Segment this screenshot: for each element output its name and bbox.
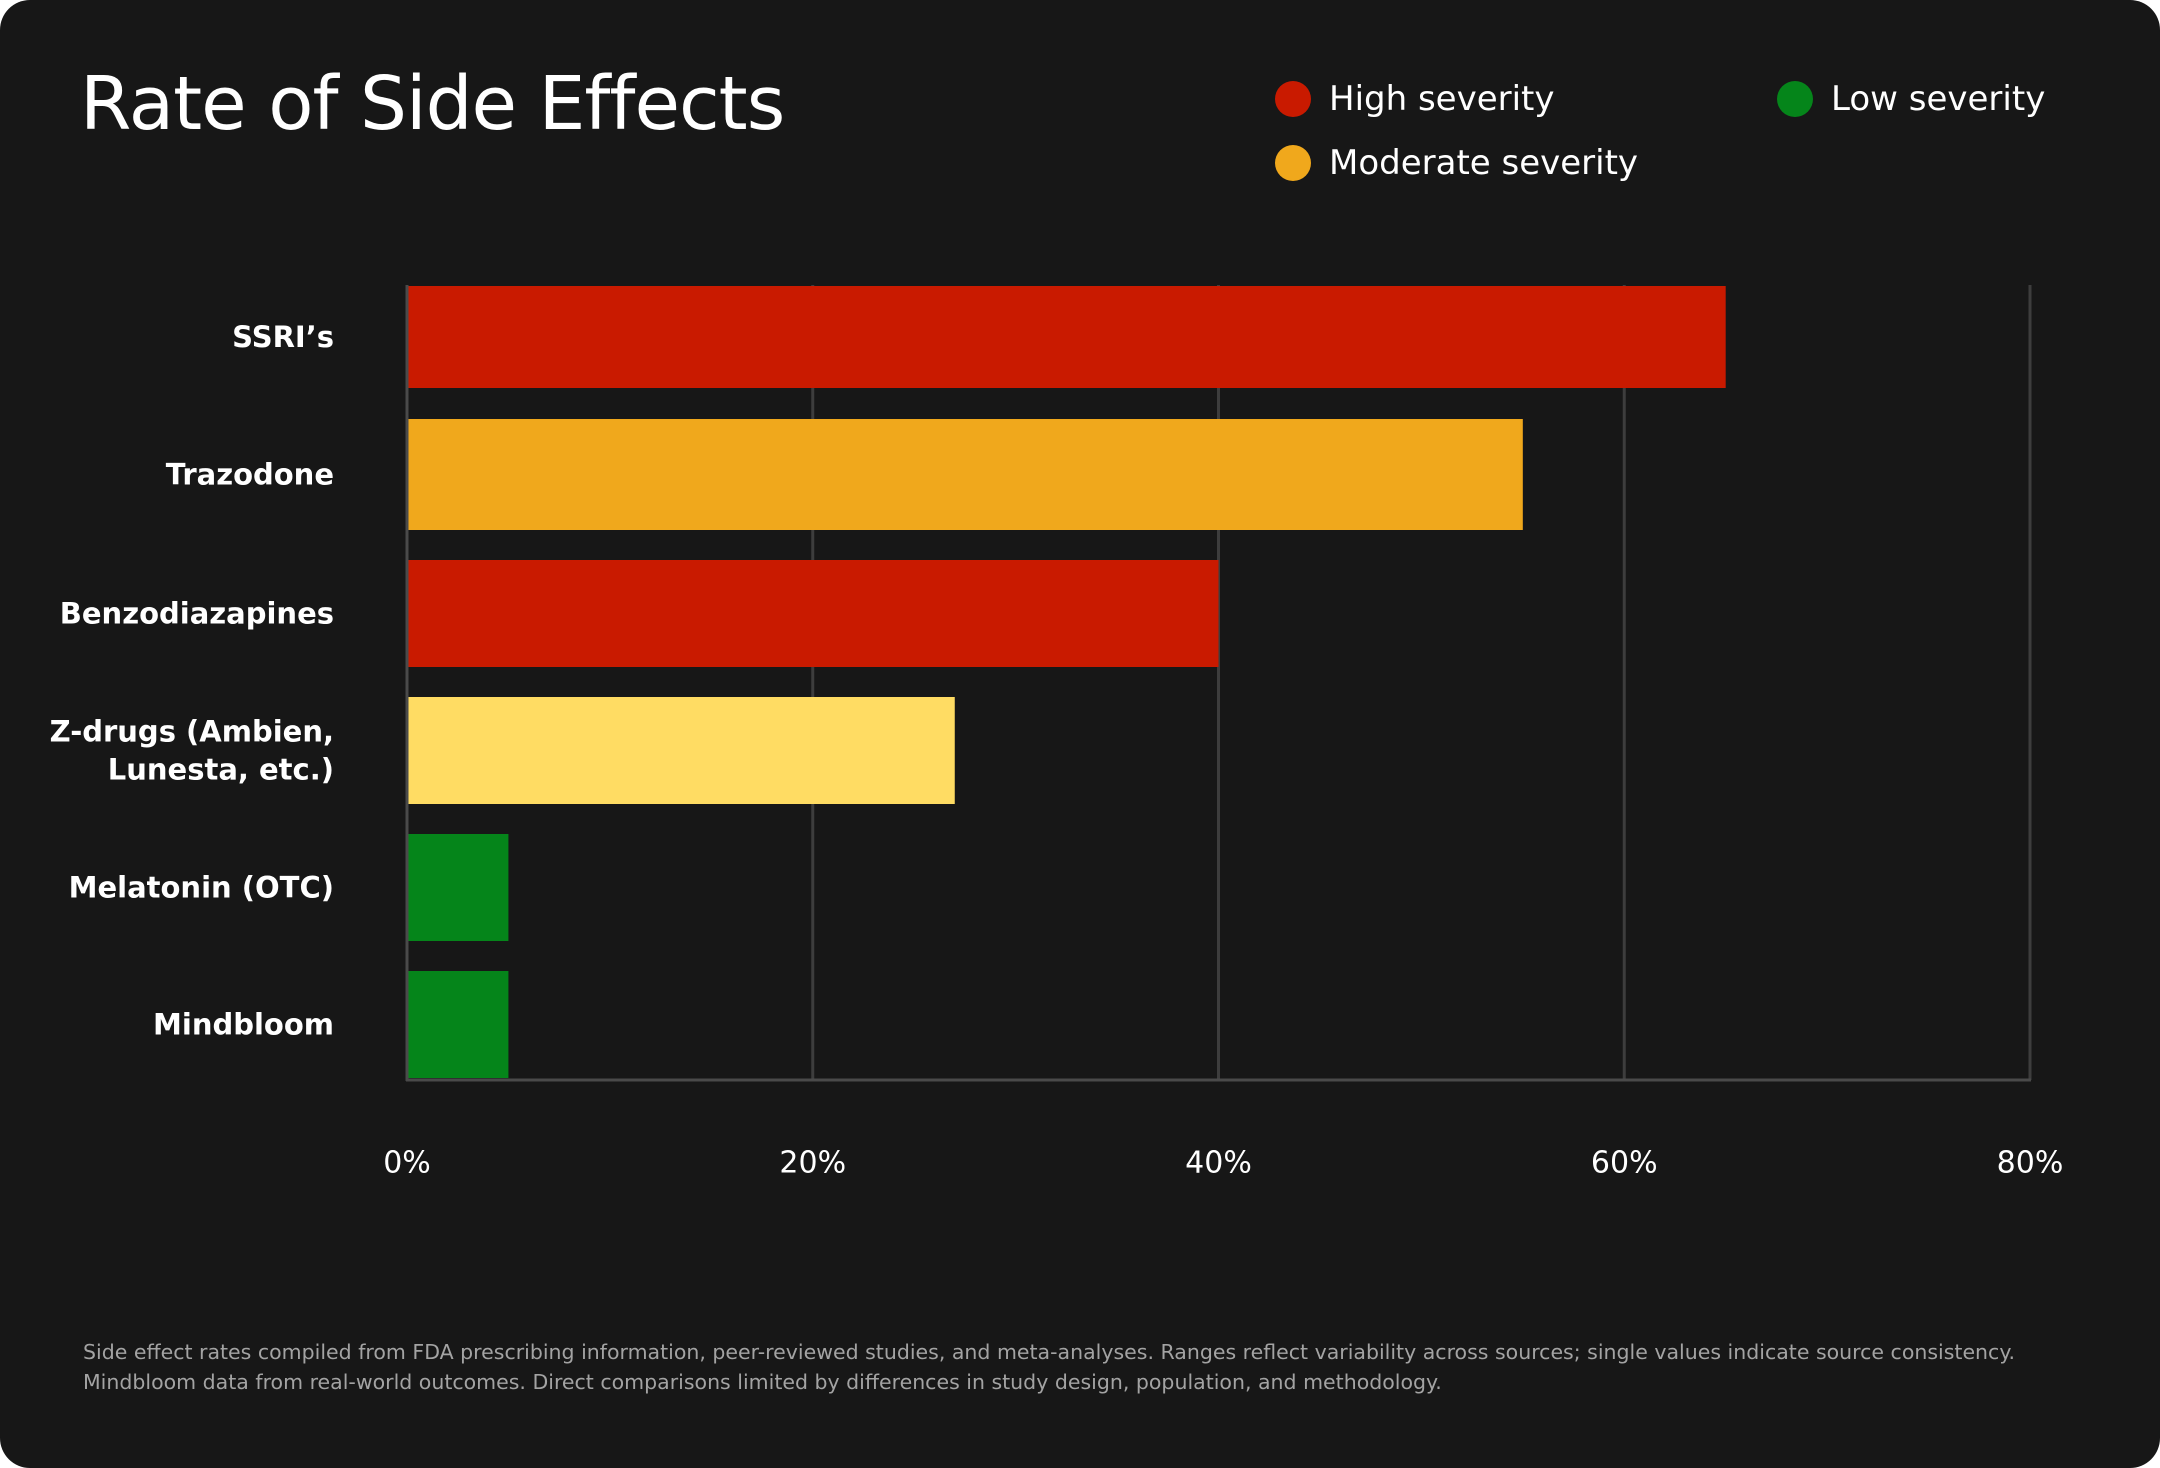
category-label-line: Z-drugs (Ambien, [50,715,334,749]
legend-item-low-severity: Low severity [1777,74,2045,124]
bar-2 [407,560,1219,667]
legend-dot-moderate-icon [1275,145,1311,181]
x-tick-label-2: 40% [1185,1146,1252,1181]
x-tick-label-1: 20% [779,1146,846,1181]
footnote: Side effect rates compiled from FDA pres… [83,1340,2016,1394]
axes [405,285,2031,1082]
category-labels: SSRI’s Trazodone Benzodiazapines Z-drugs (A… [50,320,334,1042]
bar-5 [407,971,509,1078]
grid-lines [811,285,2032,1080]
category-label-5: Mindbloom [153,1008,334,1042]
category-label-line: Melatonin (OTC) [69,871,334,905]
legend-label-low: Low severity [1831,79,2046,119]
category-label-1: Trazodone [166,458,334,492]
category-label-line: Lunesta, etc.) [108,753,334,787]
legend-dot-high-icon [1275,81,1311,117]
bars [407,286,1726,1078]
legend-label-moderate: Moderate severity [1329,143,1639,183]
bar-0 [407,286,1726,388]
x-tick-label-3: 60% [1591,1146,1658,1181]
x-tick-label-0: 0% [383,1146,431,1181]
category-label-line: Mindbloom [153,1008,334,1042]
legend-item-high-severity: High severity [1275,74,1555,124]
legend-item-moderate-severity: Moderate severity [1275,138,1638,188]
legend-label-high: High severity [1329,79,1555,119]
category-label-line: SSRI’s [232,320,334,354]
x-tick-labels: 0% 20% 40% 60% 80% [383,1146,2063,1181]
category-label-0: SSRI’s [232,320,334,354]
legend-dot-low-icon [1777,81,1813,117]
category-label-line: Benzodiazapines [60,597,334,631]
bar-4 [407,834,509,941]
bar-3 [407,697,955,804]
category-label-line: Trazodone [166,458,334,492]
category-label-2: Benzodiazapines [60,597,334,631]
category-label-4: Melatonin (OTC) [69,871,334,905]
chart-title: Rate of Side Effects [80,61,785,147]
category-label-3: Z-drugs (Ambien, Lunesta, etc.) [50,715,334,787]
bar-1 [407,419,1523,530]
x-tick-label-4: 80% [1997,1146,2064,1181]
